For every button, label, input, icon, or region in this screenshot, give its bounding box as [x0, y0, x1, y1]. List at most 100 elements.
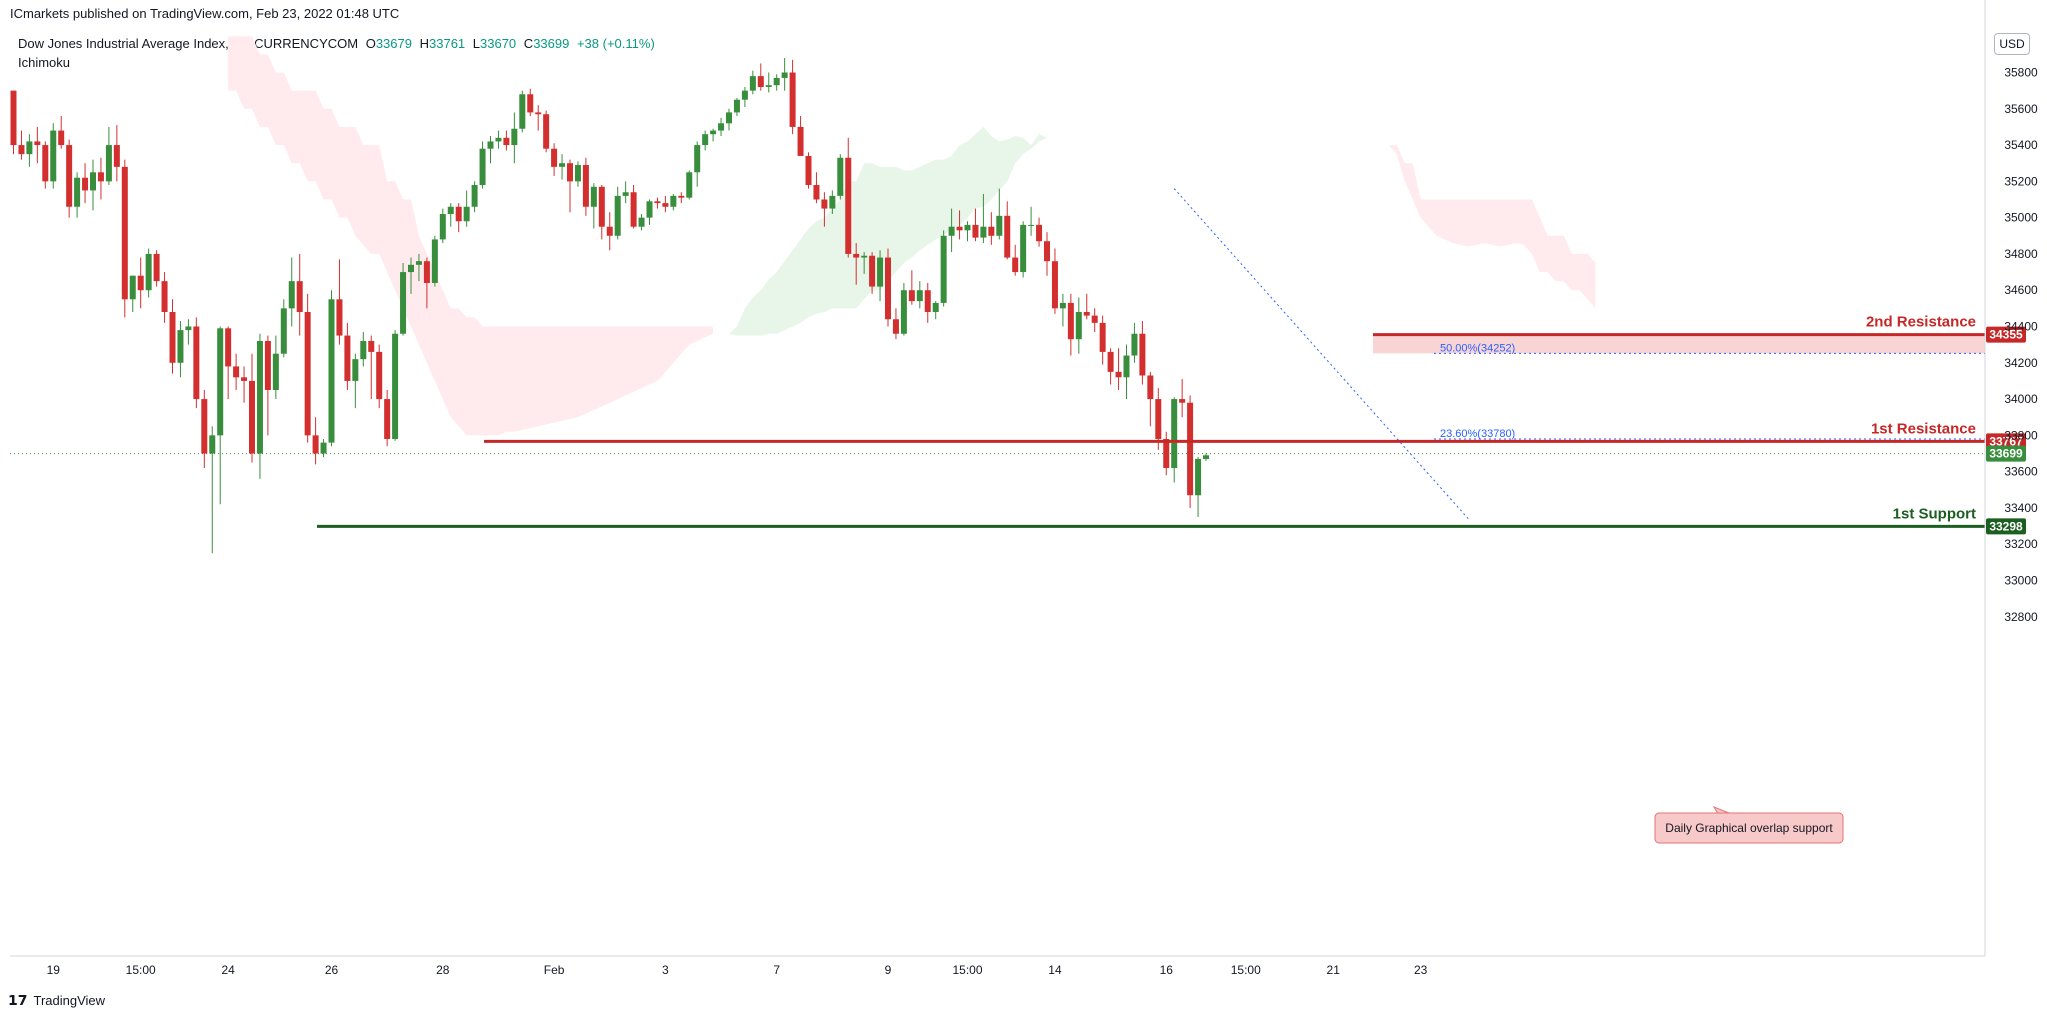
time-tick-label: 24 — [221, 963, 235, 977]
price-tick-label: 35600 — [2004, 102, 2038, 116]
candle-up — [837, 157, 844, 196]
publisher-header: ICmarkets published on TradingView.com, … — [10, 6, 400, 21]
candle-up — [1131, 333, 1138, 356]
candle-down — [10, 90, 17, 146]
candle-up — [781, 72, 788, 78]
candle-up — [415, 261, 422, 265]
candle-down — [654, 201, 661, 204]
candle-up — [447, 206, 454, 215]
candle-down — [137, 275, 144, 291]
currency-button[interactable]: USD — [1994, 33, 2030, 55]
candle-down — [1067, 302, 1074, 340]
time-tick-label: 21 — [1327, 963, 1341, 977]
candle-down — [797, 126, 804, 156]
tradingview-footer[interactable]: 𝟭𝟳 TradingView — [8, 992, 105, 1009]
candle-up — [622, 192, 629, 196]
candle-up — [50, 130, 57, 182]
candle-up — [352, 359, 359, 381]
candle-up — [185, 326, 192, 331]
candle-down — [376, 351, 383, 400]
last-price-label: 33699 — [1989, 447, 2023, 461]
candles — [10, 57, 1209, 554]
callout-box — [1654, 812, 1844, 844]
candle-up — [670, 195, 677, 207]
candle-down — [1044, 241, 1050, 262]
candle-up — [996, 215, 1003, 236]
candle-down — [662, 203, 669, 207]
candle-up — [463, 206, 470, 222]
candle-down — [241, 377, 248, 381]
candle-down — [1036, 224, 1043, 242]
low-value: 33670 — [480, 36, 517, 51]
candle-down — [153, 253, 160, 282]
candle-up — [710, 130, 717, 135]
candle-down — [34, 141, 41, 146]
candle-down — [1004, 215, 1011, 258]
candle-up — [511, 128, 518, 146]
candle-up — [105, 145, 112, 182]
time-tick-label: 16 — [1160, 963, 1174, 977]
candle-down — [312, 435, 319, 454]
candle-down — [1051, 261, 1058, 309]
time-tick-label: 3 — [662, 963, 669, 977]
candle-down — [988, 226, 995, 236]
price-tick-label: 33600 — [2004, 465, 2038, 479]
tradingview-logo-icon: 𝟭𝟳 — [8, 992, 28, 1008]
candle-down — [97, 172, 104, 182]
time-tick-label: 23 — [1414, 963, 1428, 977]
level-price-label: 34355 — [1989, 328, 2023, 342]
candle-up — [741, 90, 748, 100]
resistance-zone — [1373, 334, 1985, 354]
indicator-name[interactable]: Ichimoku — [18, 55, 71, 70]
candle-down — [598, 186, 605, 227]
candle-down — [368, 341, 375, 352]
price-tick-label: 34400 — [2004, 319, 2038, 333]
candle-up — [217, 328, 224, 436]
candle-down — [885, 257, 891, 320]
candle-down — [18, 145, 25, 155]
candle-up — [590, 186, 597, 207]
candle-up — [256, 341, 263, 454]
price-tick-label: 35400 — [2004, 138, 2038, 152]
candle-down — [121, 166, 128, 300]
candle-down — [384, 399, 391, 439]
candle-up — [686, 172, 693, 198]
candle-up — [1171, 399, 1178, 469]
level-price-tag — [1986, 326, 2026, 343]
price-tick-label: 34200 — [2004, 356, 2038, 370]
high-label: H — [419, 36, 429, 51]
time-tick-label: 14 — [1048, 963, 1062, 977]
candle-up — [272, 353, 279, 390]
candle-up — [980, 226, 987, 238]
price-tick-label: 33200 — [2004, 537, 2038, 551]
candle-down — [908, 290, 915, 302]
ichimoku-cloud — [228, 36, 1596, 436]
candle-up — [360, 341, 367, 360]
candle-up — [1123, 355, 1130, 378]
candle-down — [892, 319, 899, 334]
candle-down — [82, 177, 89, 191]
candle-down — [193, 326, 200, 400]
open-label: O — [365, 36, 376, 51]
candle-down — [225, 328, 232, 367]
time-tick-label: 7 — [773, 963, 780, 977]
candle-down — [805, 155, 812, 185]
candle-down — [344, 335, 351, 381]
candle-down — [1155, 399, 1162, 439]
candle-up — [487, 141, 494, 149]
candle-down — [455, 206, 462, 222]
candle-up — [614, 195, 621, 236]
change-value: +38 (+0.11%) — [576, 36, 655, 51]
price-tick-label: 34600 — [2004, 283, 2038, 297]
candle-down — [1115, 371, 1122, 378]
open-value: 33679 — [375, 36, 412, 51]
candle-up — [320, 442, 327, 454]
levels: 50.00%(34252) 23.60%(33780) 2nd Resistance… — [317, 188, 2026, 844]
fib-label: 23.60%(33780) — [1440, 428, 1515, 440]
price-tick-label: 33000 — [2004, 573, 2038, 587]
candle-down — [113, 145, 120, 167]
time-tick-label: 26 — [325, 963, 339, 977]
candle-down — [423, 261, 430, 283]
level-price-tag — [1986, 518, 2026, 535]
